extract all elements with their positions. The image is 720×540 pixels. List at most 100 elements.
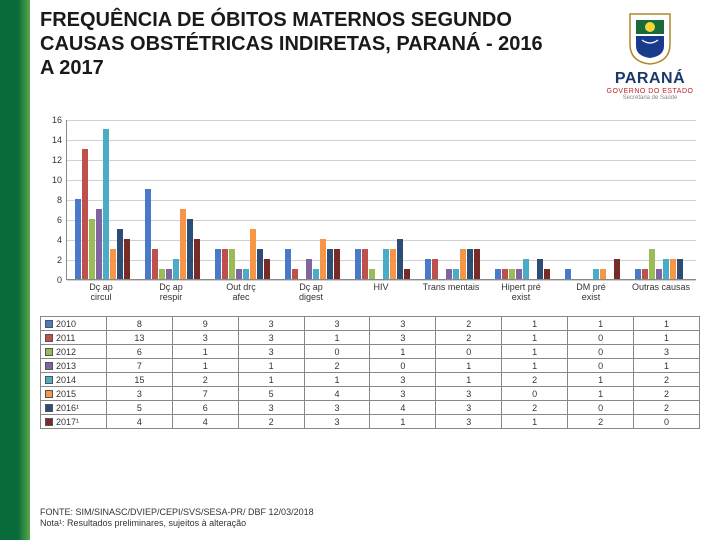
- data-cell: 7: [106, 359, 172, 373]
- bar: [614, 259, 620, 279]
- bar: [166, 269, 172, 279]
- data-cell: 7: [172, 387, 238, 401]
- data-cell: 2: [172, 373, 238, 387]
- data-cell: 1: [436, 359, 502, 373]
- data-cell: 1: [238, 359, 304, 373]
- x-label: Dç apcircul: [89, 282, 113, 302]
- y-tick: 10: [52, 175, 62, 185]
- data-cell: 1: [304, 373, 370, 387]
- x-label: Dç apdigest: [299, 282, 323, 302]
- data-cell: 3: [370, 317, 436, 331]
- data-cell: 2: [634, 401, 700, 415]
- data-cell: 3: [436, 415, 502, 429]
- bar: [355, 249, 361, 279]
- y-tick: 12: [52, 155, 62, 165]
- bar: [236, 269, 242, 279]
- data-cell: 4: [172, 415, 238, 429]
- logo-gov-line: GOVERNO DO ESTADO: [590, 88, 710, 95]
- bar: [600, 269, 606, 279]
- data-cell: 2: [568, 415, 634, 429]
- data-cell: 1: [502, 317, 568, 331]
- data-cell: 6: [172, 401, 238, 415]
- data-cell: 13: [106, 331, 172, 345]
- x-label: Trans mentais: [423, 282, 480, 292]
- bar: [194, 239, 200, 279]
- data-cell: 3: [238, 401, 304, 415]
- data-cell: 1: [370, 415, 436, 429]
- year-cell: 2017¹: [41, 415, 107, 429]
- year-cell: 2010: [41, 317, 107, 331]
- bar: [124, 239, 130, 279]
- bar: [222, 249, 228, 279]
- bar: [334, 249, 340, 279]
- decorative-side-bar: [0, 0, 30, 540]
- footer-note: Nota¹: Resultados preliminares, sujeitos…: [40, 518, 314, 530]
- data-cell: 6: [106, 345, 172, 359]
- bar: [369, 269, 375, 279]
- page-title: FREQUÊNCIA DE ÓBITOS MATERNOS SEGUNDO CA…: [40, 8, 560, 80]
- data-cell: 3: [370, 331, 436, 345]
- data-cell: 2: [238, 415, 304, 429]
- bar: [159, 269, 165, 279]
- bar: [82, 149, 88, 279]
- bar: [390, 249, 396, 279]
- y-axis: 0246810121416: [40, 120, 64, 280]
- data-cell: 1: [172, 359, 238, 373]
- color-swatch: [45, 418, 53, 426]
- data-cell: 0: [634, 415, 700, 429]
- data-cell: 4: [370, 401, 436, 415]
- table-row: 2016¹563343202: [41, 401, 700, 415]
- data-cell: 0: [502, 387, 568, 401]
- bar-group: [75, 129, 130, 279]
- data-cell: 8: [106, 317, 172, 331]
- bar: [243, 269, 249, 279]
- y-tick: 14: [52, 135, 62, 145]
- year-cell: 2013: [41, 359, 107, 373]
- bar: [145, 189, 151, 279]
- data-cell: 1: [172, 345, 238, 359]
- bar-group: [565, 259, 620, 279]
- table-row: 2013711201101: [41, 359, 700, 373]
- data-cell: 4: [106, 415, 172, 429]
- bar: [495, 269, 501, 279]
- x-label: DM préexist: [576, 282, 606, 302]
- data-cell: 3: [370, 373, 436, 387]
- color-swatch: [45, 320, 53, 328]
- bar: [502, 269, 508, 279]
- bar: [383, 249, 389, 279]
- data-cell: 0: [304, 345, 370, 359]
- logo-sec-line: Secretaria de Saúde: [590, 95, 710, 101]
- bar: [362, 249, 368, 279]
- color-swatch: [45, 348, 53, 356]
- bar: [467, 249, 473, 279]
- y-tick: 4: [57, 235, 62, 245]
- bar: [152, 249, 158, 279]
- data-cell: 2: [304, 359, 370, 373]
- table-row: 20111333132101: [41, 331, 700, 345]
- bar: [565, 269, 571, 279]
- bar: [453, 269, 459, 279]
- bar-group: [285, 239, 340, 279]
- data-cell: 3: [304, 401, 370, 415]
- table-row: 2010893332111: [41, 317, 700, 331]
- bar: [432, 259, 438, 279]
- data-cell: 1: [634, 359, 700, 373]
- bar-group: [355, 239, 410, 279]
- bar: [404, 269, 410, 279]
- bar-group: [635, 249, 690, 279]
- data-cell: 1: [568, 317, 634, 331]
- data-cell: 3: [304, 415, 370, 429]
- bar-chart: 0246810121416 Dç apcirculDç aprespirOut …: [40, 120, 700, 310]
- data-cell: 3: [634, 345, 700, 359]
- color-swatch: [45, 376, 53, 384]
- data-cell: 3: [106, 387, 172, 401]
- data-cell: 0: [436, 345, 502, 359]
- year-cell: 2015: [41, 387, 107, 401]
- data-cell: 2: [436, 331, 502, 345]
- bar: [327, 249, 333, 279]
- bar: [677, 259, 683, 279]
- bar: [117, 229, 123, 279]
- logo-state-name: PARANÁ: [590, 70, 710, 88]
- bar: [89, 219, 95, 279]
- table-row: 2015375433012: [41, 387, 700, 401]
